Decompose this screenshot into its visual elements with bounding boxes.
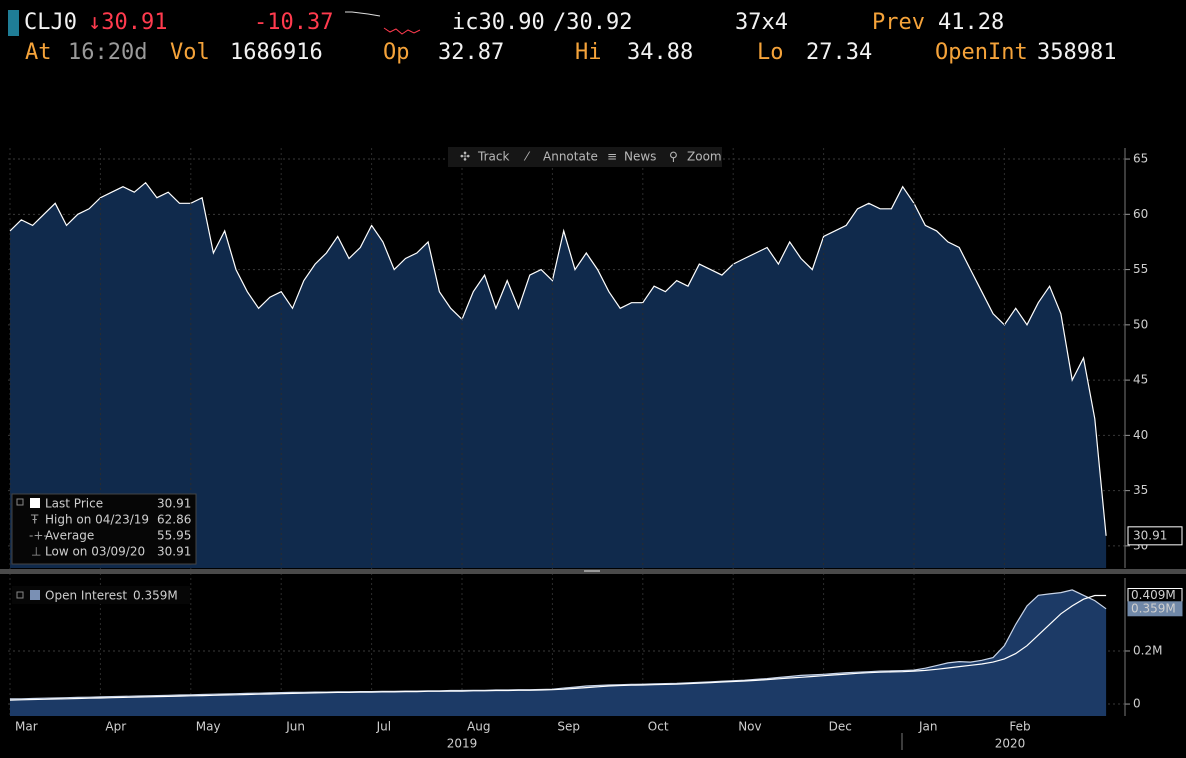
volume-value: 1686916: [230, 40, 323, 65]
y-tick-label: 55: [1133, 262, 1148, 276]
legend-label: Average: [45, 529, 94, 543]
x-tick-label: Dec: [829, 720, 852, 734]
toolbar-icon: ⁄: [523, 150, 531, 164]
toolbar-button[interactable]: Annotate: [543, 150, 598, 164]
y-tick-label: 65: [1133, 152, 1148, 166]
volume-label: Vol: [170, 40, 210, 65]
x-tick-label: Jul: [376, 720, 391, 734]
x-tick-label: Mar: [15, 720, 38, 734]
legend-collapse[interactable]: [16, 498, 24, 506]
legend-collapse[interactable]: [16, 591, 24, 599]
y-tick-label: 50: [1133, 317, 1148, 331]
x-tick-label: May: [196, 720, 221, 734]
legend-value: 0.359M: [133, 589, 178, 603]
value-marker-box: [1127, 601, 1183, 617]
sparkline: [345, 11, 381, 17]
low-label: Lo: [757, 40, 784, 65]
divider-grip: [584, 570, 600, 572]
toolbar-icon: ⚲: [669, 150, 678, 164]
legend-box: [12, 586, 190, 604]
openint-label: OpenInt: [935, 40, 1028, 65]
series-line: [10, 589, 1107, 700]
legend-label: Low on 03/09/20: [45, 545, 145, 559]
toolbar-button[interactable]: News: [624, 150, 656, 164]
series-line: [9, 594, 1107, 701]
last-value-label: 30.91: [1133, 528, 1167, 542]
x-tick-label: Apr: [105, 720, 126, 734]
area-fill: [10, 182, 1107, 568]
year-label: 2020: [995, 737, 1026, 751]
time-value: 16:20d: [68, 40, 147, 65]
legend-value: 30.91: [157, 497, 191, 511]
x-tick-label: Feb: [1009, 720, 1030, 734]
year-label: 2019: [447, 737, 478, 751]
legend-value: 30.91: [157, 545, 191, 559]
legend-label: Last Price: [45, 497, 103, 511]
y-tick-label: 40: [1133, 428, 1148, 442]
x-tick-label: Jun: [285, 720, 305, 734]
area-fill: [10, 589, 1107, 716]
ticker-flag: [8, 10, 19, 36]
toolbar-icon: ✣: [460, 150, 470, 164]
open-value: 32.87: [438, 40, 504, 65]
y-tick-label: 45: [1133, 373, 1148, 387]
legend-swatch: [30, 590, 40, 600]
openint-value: 358981: [1037, 40, 1116, 65]
value-marker-label: 0.409M: [1131, 588, 1176, 602]
legend-icon: ⊥: [31, 545, 41, 559]
y-tick-label: 35: [1133, 483, 1148, 497]
x-tick-label: Nov: [738, 720, 761, 734]
toolbar: [448, 147, 722, 167]
bid: ic30.90: [452, 10, 545, 35]
high-value: 34.88: [627, 40, 693, 65]
prev-value: 41.28: [938, 10, 1004, 35]
toolbar-icon: ≡: [607, 150, 617, 164]
y-tick-label: 0.2M: [1133, 643, 1162, 657]
high-label: Hi: [575, 40, 602, 65]
legend-box: [11, 493, 197, 565]
x-tick-label: Sep: [557, 720, 580, 734]
legend-icon: Ŧ: [30, 513, 39, 527]
legend-value: 62.86: [157, 513, 191, 527]
value-marker-label: 0.359M: [1131, 601, 1176, 615]
last-value-box: [1127, 526, 1183, 546]
legend-icon: -+-: [29, 529, 48, 543]
legend-label: Open Interest: [45, 589, 127, 603]
ask: /30.92: [553, 10, 632, 35]
sparkline: [383, 27, 421, 35]
ticker: CLJ0: [24, 10, 77, 35]
x-tick-label: Oct: [648, 720, 669, 734]
toolbar-button[interactable]: Zoom: [687, 150, 722, 164]
legend-swatch: [30, 498, 40, 508]
y-tick-label: 0: [1133, 697, 1141, 711]
prev-label: Prev: [872, 10, 925, 35]
net-change: -10.37: [254, 10, 333, 35]
x-tick-label: Aug: [467, 720, 490, 734]
series-line: [9, 181, 1107, 536]
open-label: Op: [383, 40, 410, 65]
last-price: ↓30.91: [88, 10, 167, 35]
low-value: 27.34: [806, 40, 872, 65]
size: 37x4: [735, 10, 788, 35]
toolbar-button[interactable]: Track: [477, 150, 509, 164]
y-tick-label: 60: [1133, 207, 1148, 221]
time-label: At: [25, 40, 52, 65]
legend-value: 55.95: [157, 529, 191, 543]
x-tick-label: Jan: [918, 720, 938, 734]
legend-label: High on 04/23/19: [45, 513, 149, 527]
